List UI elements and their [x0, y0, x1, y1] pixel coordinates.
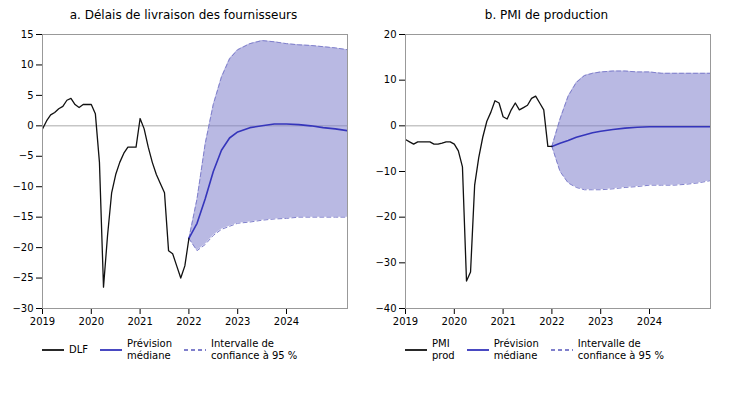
svg-text:0: 0	[390, 120, 396, 131]
svg-text:0: 0	[27, 120, 33, 131]
svg-text:−30: −30	[375, 257, 396, 268]
svg-text:−25: −25	[12, 272, 33, 283]
svg-text:2022: 2022	[176, 316, 201, 327]
svg-text:2024: 2024	[637, 316, 662, 327]
svg-text:2021: 2021	[127, 316, 152, 327]
svg-text:10: 10	[21, 59, 34, 70]
svg-text:2023: 2023	[588, 316, 613, 327]
html-text:PMI prod: PMI prod	[432, 338, 455, 361]
svg-text:2024: 2024	[274, 316, 299, 327]
svg-text:−20: −20	[375, 211, 396, 222]
html-text:Intervalle de confiance à 95 %: Intervalle de confiance à 95 %	[211, 338, 298, 361]
svg-text:−5: −5	[19, 150, 34, 161]
html-text:Prévision médiane: Prévision médiane	[127, 338, 173, 361]
svg-text:20: 20	[384, 29, 397, 40]
html-text:b. PMI de production: b. PMI de production	[484, 8, 609, 22]
svg-text:−20: −20	[12, 242, 33, 253]
svg-text:2021: 2021	[490, 316, 515, 327]
svg-text:2022: 2022	[539, 316, 564, 327]
html-text:DLF: DLF	[69, 343, 88, 355]
svg-text:−10: −10	[375, 166, 396, 177]
svg-text:2023: 2023	[225, 316, 250, 327]
svg-text:5: 5	[27, 90, 33, 101]
html-text:a. Délais de livraison des fou: a. Délais de livraison des fournisseurs	[69, 8, 298, 22]
svg-text:2019: 2019	[30, 316, 55, 327]
svg-text:2020: 2020	[79, 316, 104, 327]
svg-text:−40: −40	[375, 303, 396, 314]
svg-text:−30: −30	[12, 303, 33, 314]
svg-text:15: 15	[21, 29, 34, 40]
html-text:Intervalle de confiance à 95 %: Intervalle de confiance à 95 %	[577, 338, 664, 361]
svg-text:10: 10	[384, 74, 397, 85]
svg-text:2020: 2020	[442, 316, 467, 327]
svg-text:−10: −10	[12, 181, 33, 192]
svg-text:2019: 2019	[393, 316, 418, 327]
svg-text:−15: −15	[12, 211, 33, 222]
html-text:Prévision médiane: Prévision médiane	[493, 338, 539, 361]
